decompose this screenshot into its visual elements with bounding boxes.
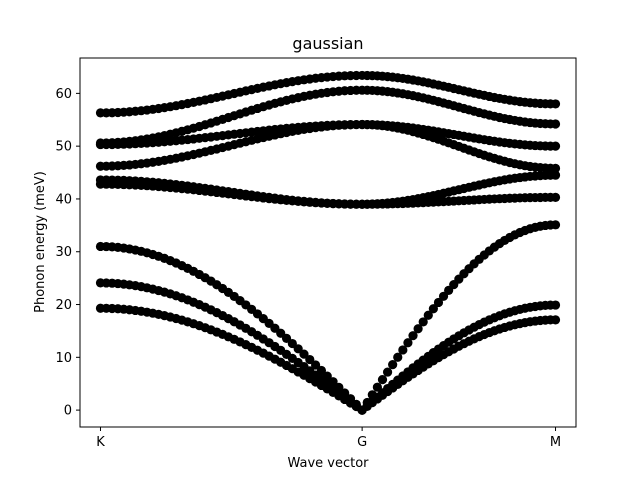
data-point: [305, 354, 315, 365]
data-point: [334, 382, 344, 392]
data-point: [550, 315, 561, 325]
data-point: [299, 349, 309, 359]
data-point: [550, 163, 561, 173]
data-point: [550, 220, 561, 230]
data-point: [550, 170, 561, 180]
data-point: [398, 345, 408, 355]
band-6: [95, 119, 561, 173]
data-point: [293, 344, 303, 354]
data-point: [372, 382, 382, 392]
data-point: [351, 399, 361, 409]
data-point: [357, 405, 367, 415]
data-point: [316, 365, 327, 376]
data-point: [322, 371, 332, 381]
band-5: [95, 170, 561, 209]
data-point: [550, 141, 561, 151]
y-tick-label: 60: [55, 87, 72, 102]
y-tick-label: 50: [55, 140, 72, 155]
y-tick-label: 10: [55, 351, 72, 366]
data-point: [328, 377, 338, 387]
data-point: [550, 192, 561, 202]
y-tick-label: 40: [55, 192, 72, 207]
data-point: [428, 304, 438, 314]
x-axis-label: Wave vector: [287, 456, 369, 471]
data-point: [311, 360, 321, 370]
band-8: [95, 85, 561, 148]
data-point: [388, 360, 398, 370]
chart-title: gaussian: [292, 34, 363, 53]
data-point: [403, 338, 413, 348]
data-point: [408, 331, 418, 341]
x-tick-label: G: [357, 435, 367, 450]
data-point: [423, 310, 433, 320]
y-tick-label: 20: [55, 298, 72, 313]
data-points: [95, 70, 561, 415]
x-tick-label: K: [96, 435, 105, 450]
data-point: [550, 99, 561, 109]
band-3: [95, 220, 561, 415]
y-tick-label: 30: [55, 245, 72, 260]
x-tick-label: M: [550, 435, 561, 450]
data-point: [367, 390, 377, 400]
band-9: [95, 70, 561, 118]
data-point: [340, 388, 350, 398]
data-point: [393, 352, 403, 362]
data-point: [418, 317, 428, 327]
plot-frame: [79, 57, 577, 428]
band-7: [95, 119, 561, 151]
data-point: [413, 324, 423, 334]
y-axis-label: Phonon energy (meV): [33, 171, 48, 313]
data-point: [550, 119, 561, 129]
data-point: [362, 397, 372, 408]
y-axis-ticks: 0 10 20 30 40 50 60: [55, 87, 80, 419]
data-point: [433, 297, 444, 308]
data-point: [345, 394, 356, 404]
data-point: [377, 375, 388, 385]
data-point: [550, 300, 561, 310]
y-tick-label: 0: [64, 404, 72, 419]
data-point: [382, 367, 393, 377]
